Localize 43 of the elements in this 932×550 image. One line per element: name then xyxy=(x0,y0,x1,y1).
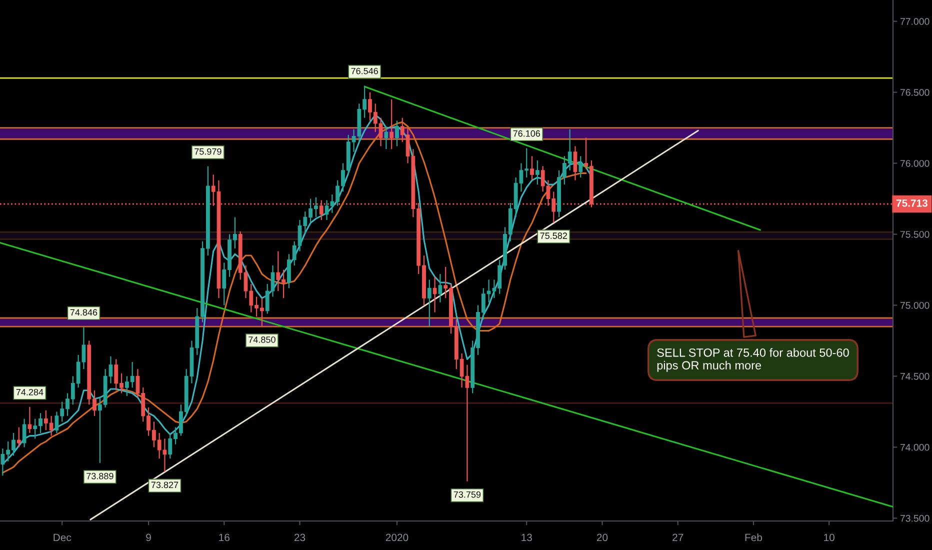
y-tick-label: 75.000 xyxy=(900,302,930,309)
candlestick xyxy=(22,418,26,448)
ref-line-label: 75.713 xyxy=(896,199,928,207)
y-tick-label: 76.000 xyxy=(900,160,930,167)
y-tick-label: 76.500 xyxy=(900,89,930,96)
candlestick xyxy=(438,273,442,303)
annotation: 76.106 xyxy=(513,130,540,137)
candlestick xyxy=(16,426,21,448)
x-tick-label: 20 xyxy=(596,534,608,542)
annotation: SELL STOP at 75.40 for about 50-60 pips OR much more xyxy=(657,348,849,372)
candlestick xyxy=(530,156,534,181)
annotation: 73.827 xyxy=(151,482,178,488)
annotation: 74.850 xyxy=(248,336,276,343)
candlestick xyxy=(578,156,583,178)
x-tick-label: Feb xyxy=(745,534,762,542)
x-tick-label: 23 xyxy=(294,534,306,542)
candlestick xyxy=(535,160,540,186)
annotation: 74.284 xyxy=(16,388,44,396)
candlestick xyxy=(395,120,399,147)
x-tick-label: 10 xyxy=(824,534,834,542)
candlestick xyxy=(390,98,394,150)
x-tick-label: 9 xyxy=(146,534,151,542)
y-tick-label: 74.500 xyxy=(900,372,930,380)
x-tick-label: 27 xyxy=(672,534,684,542)
annotation: 75.582 xyxy=(540,232,567,239)
annotation: 74.846 xyxy=(70,309,98,316)
candlestick xyxy=(573,146,578,181)
annotation: 75.979 xyxy=(194,148,222,155)
y-tick-label: 77.000 xyxy=(900,18,930,25)
annotation: 76.546 xyxy=(351,68,378,74)
candlestick xyxy=(427,279,432,328)
x-tick-label: 16 xyxy=(219,534,230,542)
annotation: 73.889 xyxy=(86,472,114,480)
y-tick-label: 73.500 xyxy=(900,514,930,522)
y-tick-label: 74.000 xyxy=(900,444,930,451)
candlestick xyxy=(432,276,437,313)
annotation: 73.759 xyxy=(454,491,481,498)
candlestick xyxy=(384,126,388,150)
y-tick-label: 75.500 xyxy=(900,230,930,238)
x-tick-label: 13 xyxy=(522,534,532,542)
candlestick xyxy=(28,406,32,434)
x-tick-label: Dec xyxy=(54,534,72,542)
x-tick-label: 2020 xyxy=(386,534,408,542)
